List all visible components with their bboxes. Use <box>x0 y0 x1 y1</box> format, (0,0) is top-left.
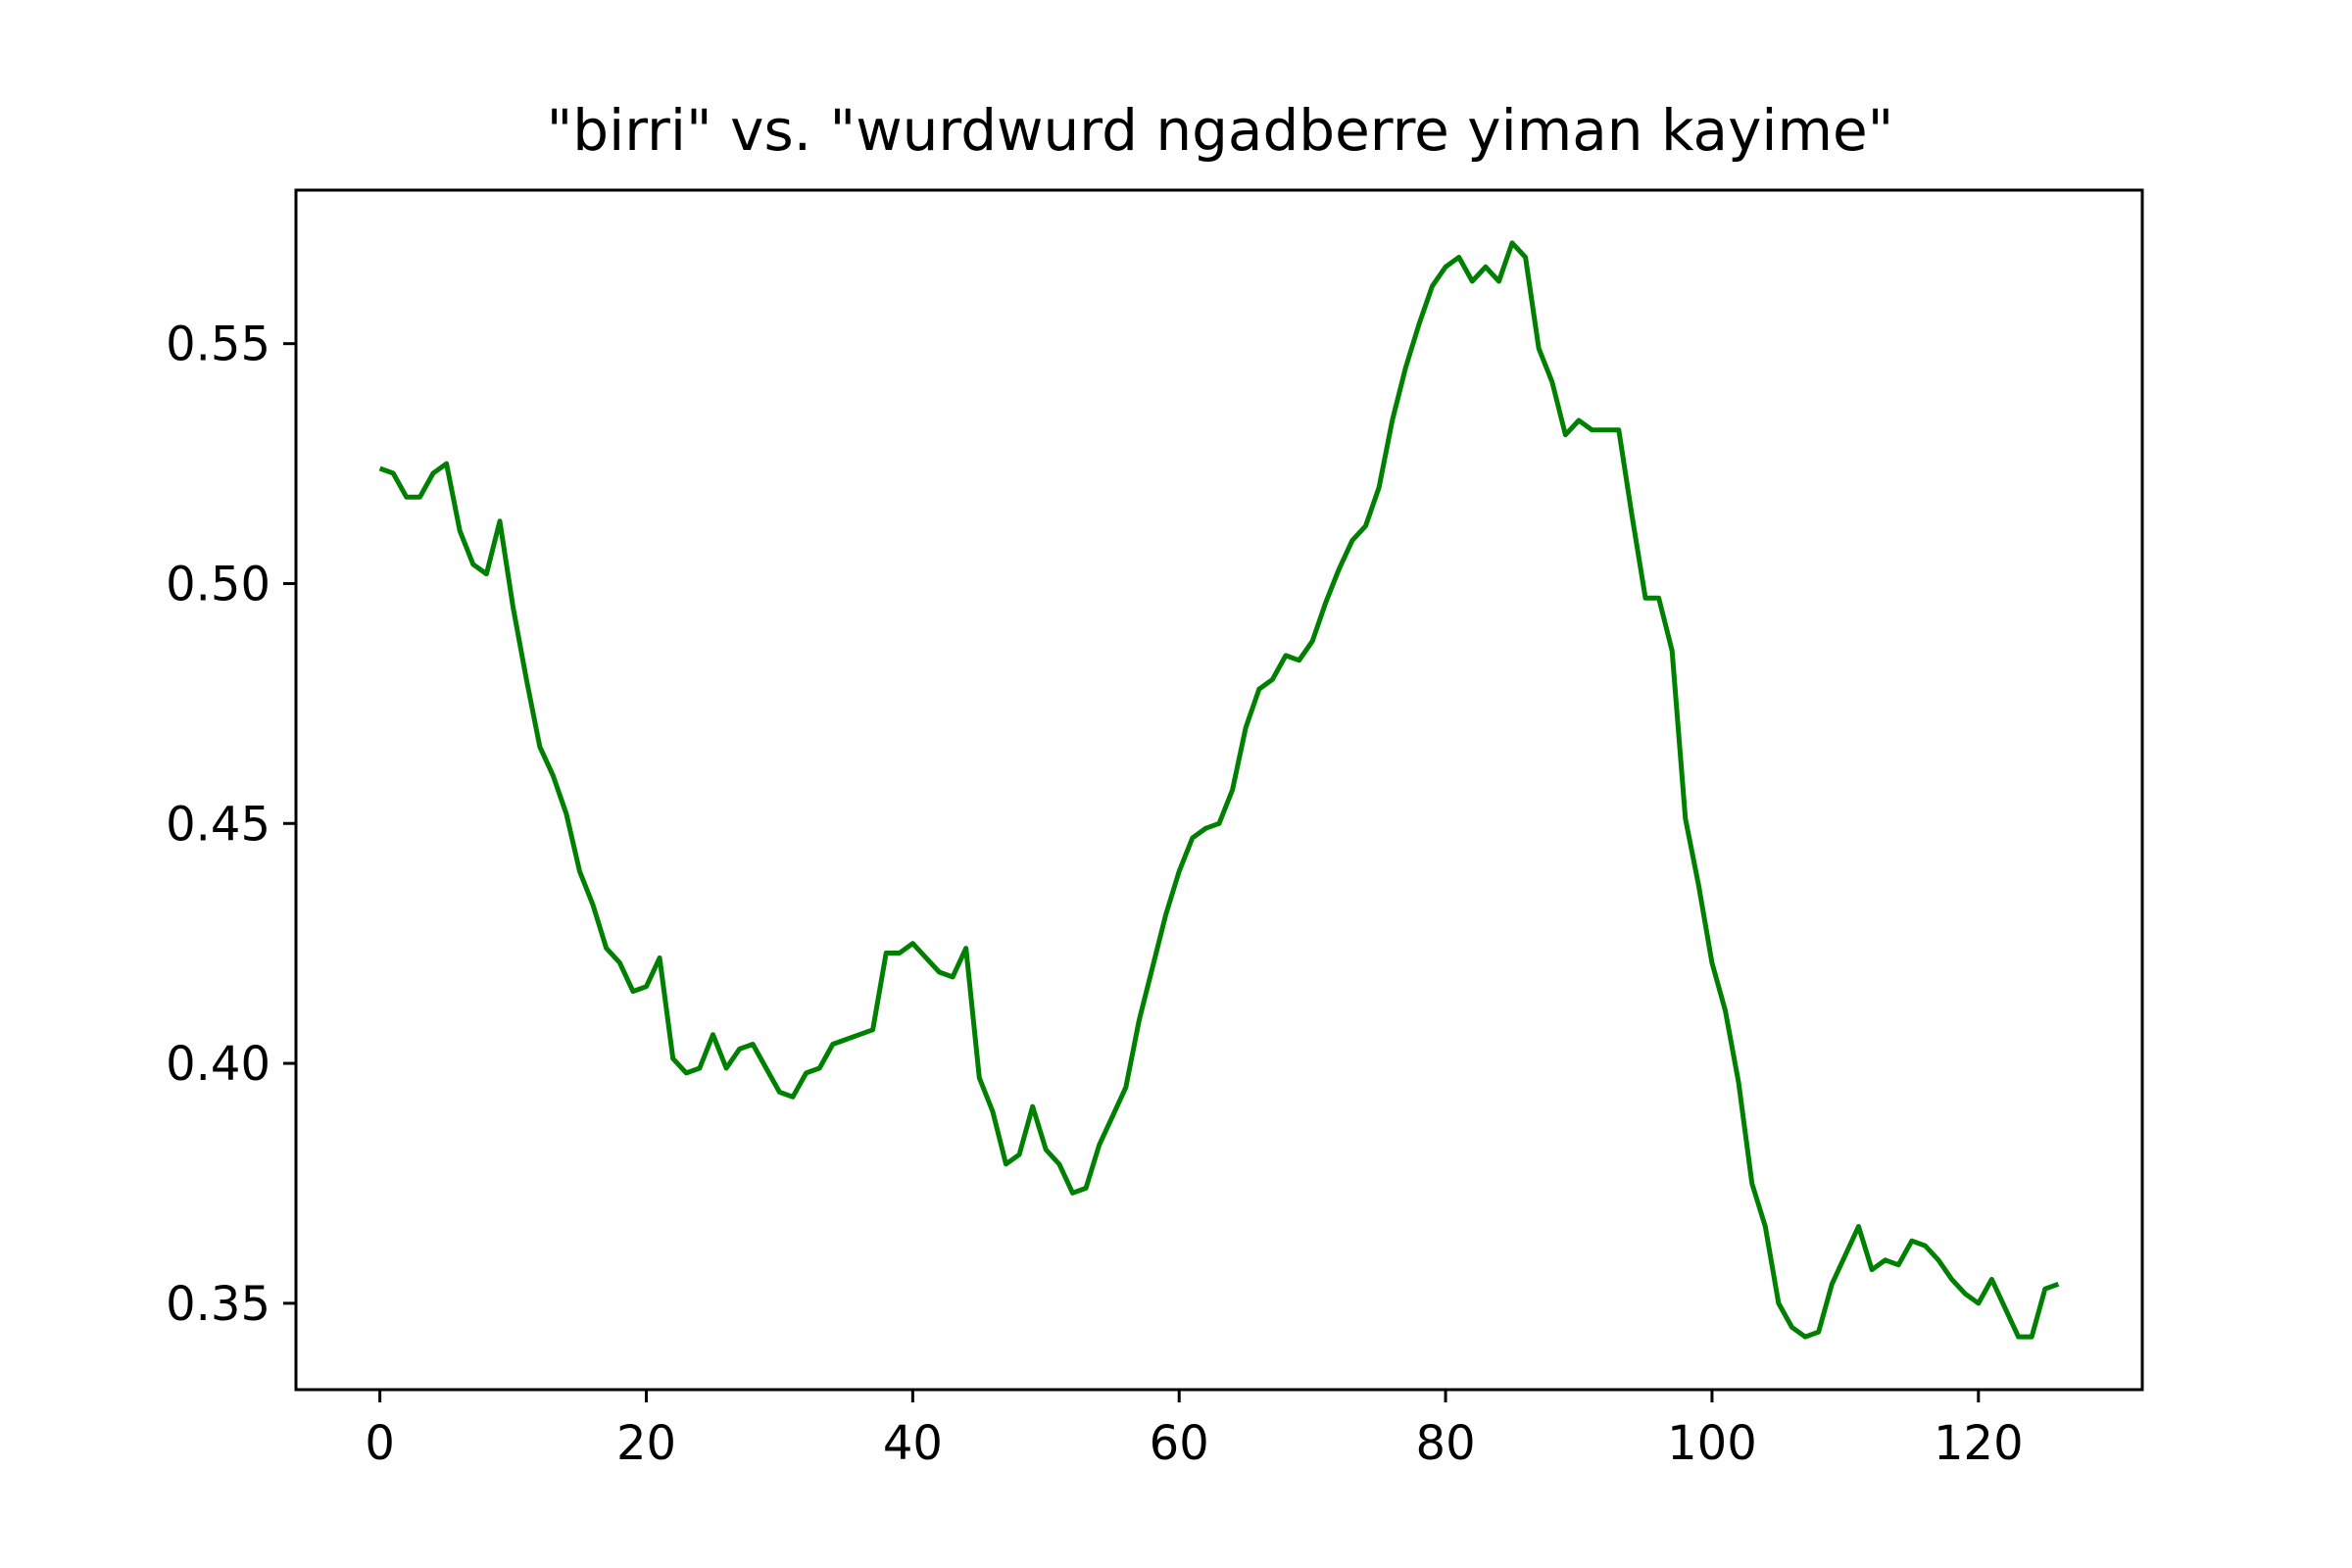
chart-title: "birri" vs. "wurdwurd ngadberre yiman ka… <box>547 97 1894 164</box>
y-axis: 0.35 0.40 0.45 0.50 0.55 <box>166 318 296 1332</box>
series-line-1 <box>378 240 2060 1340</box>
x-tick-label: 40 <box>883 1416 943 1471</box>
y-tick-label: 0.55 <box>166 318 270 372</box>
y-tick-label: 0.45 <box>166 797 270 852</box>
x-tick-label: 20 <box>616 1416 676 1471</box>
y-tick-label: 0.50 <box>166 557 270 612</box>
x-tick-label: 120 <box>1934 1416 2024 1471</box>
y-tick-label: 0.35 <box>166 1277 270 1332</box>
x-tick-label: 100 <box>1667 1416 1757 1471</box>
x-tick-label: 0 <box>365 1416 395 1471</box>
x-tick-label: 60 <box>1150 1416 1209 1471</box>
y-tick-label: 0.40 <box>166 1037 270 1092</box>
x-axis: 0 20 40 60 80 100 120 <box>365 1390 2024 1471</box>
x-tick-label: 80 <box>1416 1416 1476 1471</box>
series-layer <box>378 240 2060 1340</box>
plot-area-frame <box>294 188 2144 1392</box>
